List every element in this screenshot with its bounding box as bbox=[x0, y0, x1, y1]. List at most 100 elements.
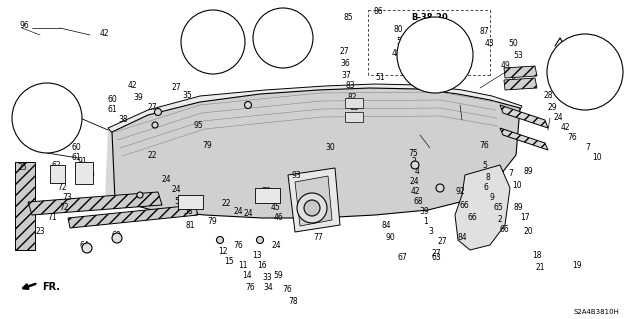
FancyBboxPatch shape bbox=[345, 112, 363, 122]
Text: 93: 93 bbox=[291, 172, 301, 181]
Text: 3: 3 bbox=[428, 227, 433, 236]
Text: 76: 76 bbox=[479, 142, 489, 151]
FancyBboxPatch shape bbox=[345, 98, 363, 108]
Polygon shape bbox=[500, 105, 548, 128]
Text: 24: 24 bbox=[272, 241, 282, 250]
Text: 48: 48 bbox=[200, 27, 210, 36]
Text: 76: 76 bbox=[245, 283, 255, 292]
Text: 53: 53 bbox=[513, 50, 523, 60]
Text: 56: 56 bbox=[174, 197, 184, 206]
FancyBboxPatch shape bbox=[50, 165, 65, 183]
Text: 34: 34 bbox=[263, 284, 273, 293]
Text: 37: 37 bbox=[341, 70, 351, 79]
Text: 42: 42 bbox=[100, 28, 109, 38]
Polygon shape bbox=[500, 128, 548, 150]
Text: 22: 22 bbox=[147, 152, 157, 160]
Text: 24: 24 bbox=[162, 175, 172, 184]
Circle shape bbox=[152, 122, 158, 128]
Text: 24: 24 bbox=[233, 207, 243, 217]
Text: 64: 64 bbox=[80, 241, 90, 250]
Text: B-38-21: B-38-21 bbox=[411, 24, 448, 33]
Text: 32: 32 bbox=[305, 204, 315, 212]
Circle shape bbox=[181, 10, 245, 74]
Text: 1: 1 bbox=[423, 218, 428, 226]
FancyBboxPatch shape bbox=[178, 195, 203, 209]
Text: 81: 81 bbox=[186, 220, 195, 229]
FancyBboxPatch shape bbox=[75, 162, 93, 184]
Text: 27: 27 bbox=[432, 249, 442, 257]
Text: 48: 48 bbox=[392, 48, 402, 57]
Text: 14: 14 bbox=[242, 271, 252, 279]
Circle shape bbox=[244, 101, 252, 108]
Text: 87: 87 bbox=[480, 27, 490, 36]
Text: 65: 65 bbox=[493, 204, 503, 212]
Text: 92: 92 bbox=[455, 188, 465, 197]
Polygon shape bbox=[504, 66, 537, 78]
Text: 42: 42 bbox=[128, 81, 138, 91]
Text: 24: 24 bbox=[410, 177, 420, 187]
Text: 77: 77 bbox=[313, 234, 323, 242]
Circle shape bbox=[436, 184, 444, 192]
Text: 33: 33 bbox=[262, 272, 272, 281]
Circle shape bbox=[137, 192, 143, 198]
Circle shape bbox=[297, 193, 327, 223]
Text: 17: 17 bbox=[520, 213, 530, 222]
Text: 21: 21 bbox=[535, 263, 545, 271]
Circle shape bbox=[397, 17, 473, 93]
Text: 23: 23 bbox=[36, 227, 45, 236]
Text: 66: 66 bbox=[460, 202, 470, 211]
Circle shape bbox=[547, 34, 623, 110]
Text: 40: 40 bbox=[86, 170, 96, 180]
Text: 60: 60 bbox=[107, 95, 116, 105]
Text: 31: 31 bbox=[301, 183, 310, 192]
Text: 91: 91 bbox=[77, 158, 86, 167]
Text: 8: 8 bbox=[485, 173, 490, 182]
Text: 57: 57 bbox=[270, 21, 280, 31]
Text: 61: 61 bbox=[72, 153, 82, 162]
Text: 47: 47 bbox=[37, 125, 47, 135]
Text: 84: 84 bbox=[382, 221, 392, 231]
Text: 10: 10 bbox=[592, 153, 602, 162]
Text: 20: 20 bbox=[523, 226, 532, 235]
Text: 43: 43 bbox=[485, 40, 495, 48]
Text: 28: 28 bbox=[543, 91, 552, 100]
Text: 79: 79 bbox=[207, 218, 217, 226]
Text: 39: 39 bbox=[419, 207, 429, 217]
Text: 12: 12 bbox=[218, 248, 227, 256]
Text: 11: 11 bbox=[238, 261, 248, 270]
Text: 18: 18 bbox=[532, 250, 541, 259]
Text: 27: 27 bbox=[437, 238, 447, 247]
Text: 24: 24 bbox=[172, 186, 182, 195]
Text: 50: 50 bbox=[508, 39, 518, 48]
Polygon shape bbox=[108, 84, 522, 142]
Text: 88: 88 bbox=[570, 50, 579, 60]
Text: 27: 27 bbox=[172, 83, 182, 92]
Polygon shape bbox=[28, 192, 162, 215]
Text: 7: 7 bbox=[508, 168, 513, 177]
Circle shape bbox=[257, 236, 264, 243]
Text: 66: 66 bbox=[468, 213, 477, 222]
Text: 76: 76 bbox=[233, 241, 243, 250]
Text: 7: 7 bbox=[585, 144, 590, 152]
Text: 72: 72 bbox=[59, 204, 68, 212]
Circle shape bbox=[112, 233, 122, 243]
Text: 59: 59 bbox=[273, 271, 283, 279]
Text: 30: 30 bbox=[325, 143, 335, 152]
Text: 72: 72 bbox=[57, 183, 67, 192]
Text: 83: 83 bbox=[345, 81, 355, 91]
Circle shape bbox=[304, 200, 320, 216]
Polygon shape bbox=[68, 205, 198, 228]
Text: 80: 80 bbox=[393, 26, 403, 34]
Text: 75: 75 bbox=[408, 149, 418, 158]
Text: 51: 51 bbox=[375, 73, 385, 83]
Text: 15: 15 bbox=[224, 257, 234, 266]
Polygon shape bbox=[455, 165, 510, 250]
Text: 45: 45 bbox=[271, 203, 281, 211]
Text: S2A4B3810H: S2A4B3810H bbox=[573, 309, 619, 315]
Polygon shape bbox=[112, 88, 520, 218]
Text: 85: 85 bbox=[343, 13, 353, 23]
Circle shape bbox=[411, 161, 419, 169]
Text: 42: 42 bbox=[306, 213, 316, 222]
Text: B-38-20: B-38-20 bbox=[411, 13, 448, 23]
Text: 66: 66 bbox=[500, 226, 509, 234]
